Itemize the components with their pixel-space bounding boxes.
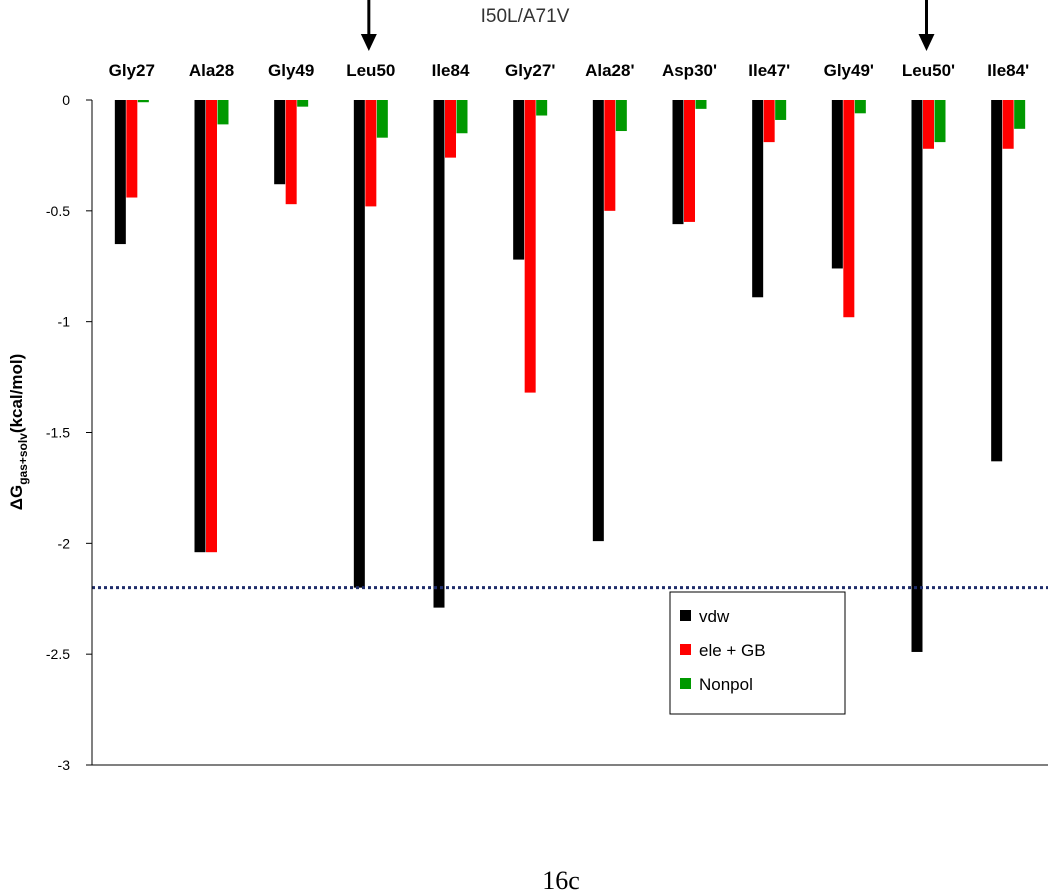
bar-nonpol-gly49-prime [854,100,866,114]
bar-vdw-leu50 [353,100,365,588]
arrow-leu50-prime [918,0,935,51]
bar-vdw-leu50-prime [911,100,923,652]
y-tick-label: -2 [58,535,71,551]
y-tick-label: -1 [58,314,71,330]
bar-ele-gb-leu50 [365,100,377,207]
figure-label: 16c [542,866,580,894]
bar-vdw-ala28 [194,100,206,553]
bar-ele-gb-ile84 [445,100,456,158]
bar-nonpol-leu50-prime [934,100,946,143]
y-tick-label: 0 [62,92,70,108]
legend: vdw ele + GB Nonpol [669,591,846,715]
legend-swatch [680,678,691,689]
bar-nonpol-ala28 [217,100,229,125]
bar-vdw-ile84 [433,100,445,608]
category-label-leu50-prime: Leu50' [902,61,955,80]
y-axis-label-unit: (kcal/mol) [7,354,26,433]
bar-nonpol-asp30-prime [695,100,707,109]
bar-vdw-ile47-prime [752,100,764,298]
bar-nonpol-ala28-prime [615,100,627,132]
bar-ele-gb-ala28 [206,100,217,553]
legend-box [669,591,846,715]
legend-item-vdw: vdw [680,607,730,626]
legend-item-ele-gb: ele + GB [680,641,766,660]
bar-ele-gb-ile84-prime [1002,100,1014,149]
y-tick-label: -1.5 [46,425,70,441]
bar-vdw-ala28-prime [592,100,604,542]
bar-nonpol-gly27-prime [536,100,548,116]
y-axis-label-subscript: gas+solv [16,433,30,485]
bar-vdw-asp30-prime [672,100,684,225]
bar-vdw-gly49-prime [831,100,843,269]
category-label-gly49: Gly49 [268,61,314,80]
category-label-ile84-prime: Ile84' [987,61,1029,80]
arrows-group [360,0,935,51]
category-label-ala28-prime: Ala28' [585,61,634,80]
bar-vdw-gly27-prime [513,100,525,260]
bar-nonpol-gly27 [137,100,149,103]
chart-title: I50L/A71V [481,6,570,27]
plot-axes [91,100,1048,766]
bar-vdw-gly27 [114,100,126,245]
bar-nonpol-ile84 [456,100,468,134]
bars-group [114,100,1026,652]
legend-label: vdw [699,607,730,626]
bar-ele-gb-gly49 [285,100,297,205]
bar-ele-gb-gly27 [126,100,138,198]
category-label-ile47-prime: Ile47' [748,61,790,80]
y-tick-labels: 0 -0.5 -1 -1.5 -2 -2.5 -3 [46,92,92,773]
category-label-ala28: Ala28 [189,61,234,80]
bar-nonpol-leu50 [376,100,388,138]
bar-ele-gb-ala28-prime [604,100,616,211]
legend-item-nonpol: Nonpol [680,675,753,694]
y-axis-label-delta: ΔG [7,485,26,510]
category-label-gly49-prime: Gly49' [824,61,874,80]
bar-vdw-ile84-prime [991,100,1003,462]
bar-ele-gb-ile47-prime [763,100,775,143]
category-label-leu50: Leu50 [346,61,395,80]
y-axis-label: ΔGgas+solv(kcal/mol) [7,354,30,511]
legend-label: ele + GB [699,641,766,660]
bar-ele-gb-gly27-prime [524,100,536,393]
bar-nonpol-ile84-prime [1014,100,1026,129]
bar-nonpol-ile47-prime [775,100,787,120]
bar-vdw-gly49 [274,100,286,185]
legend-label: Nonpol [699,675,753,694]
bar-nonpol-gly49 [297,100,309,107]
category-label-gly27: Gly27 [109,61,155,80]
category-label-asp30-prime: Asp30' [662,61,717,80]
bar-ele-gb-leu50-prime [923,100,934,149]
legend-swatch [680,644,691,655]
bar-ele-gb-asp30-prime [684,100,695,222]
category-label-ile84: Ile84 [432,61,470,80]
y-tick-label: -2.5 [46,646,70,662]
category-label-gly27-prime: Gly27' [505,61,555,80]
legend-swatch [680,610,691,621]
y-tick-label: -3 [58,757,71,773]
arrow-leu50 [360,0,377,51]
category-labels: Gly27 Ala28 Gly49 Leu50 Ile84 Gly27' Ala28' Asp… [109,61,1029,80]
y-tick-label: -0.5 [46,203,70,219]
bar-ele-gb-gly49-prime [843,100,855,318]
